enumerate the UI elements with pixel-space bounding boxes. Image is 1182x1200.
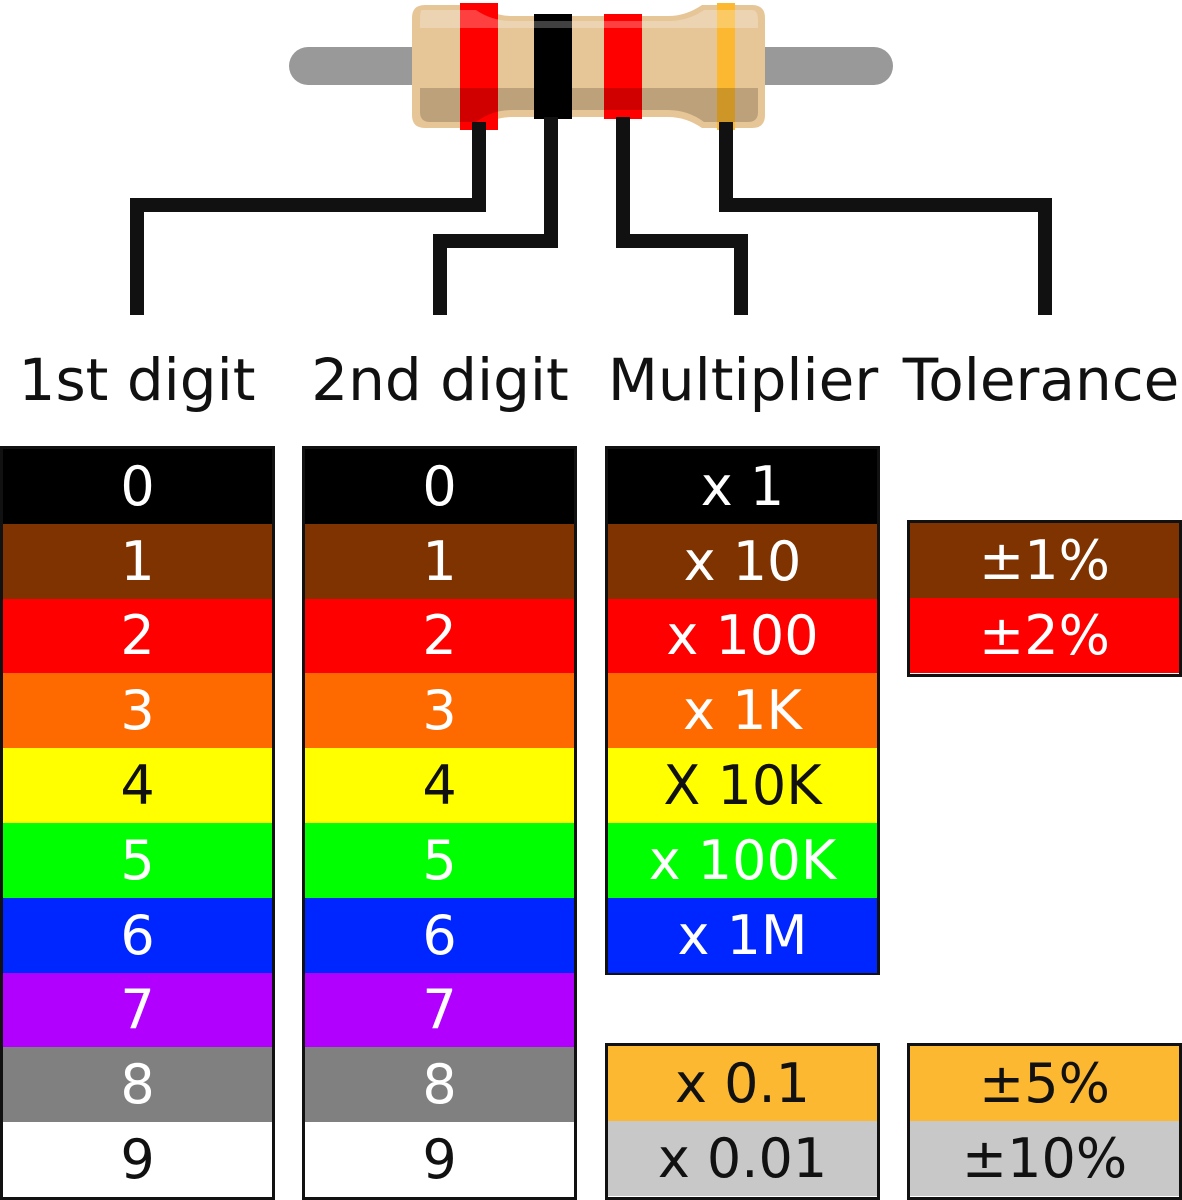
band-label: 8	[120, 1053, 155, 1117]
band-label: 3	[120, 679, 155, 743]
band-brown: 1	[3, 523, 272, 599]
leader-line-tolerance	[719, 122, 1052, 315]
band-silver: x 0.01	[608, 1120, 877, 1196]
multiplier-column: x 1 x 10 x 100 x 1K X 10K x 100K x 1M	[605, 446, 880, 975]
band-brown: x 10	[608, 523, 877, 599]
band-orange: 3	[305, 673, 574, 749]
band-label: ±2%	[979, 603, 1110, 667]
band-label: 7	[120, 978, 155, 1042]
band-label: 2	[422, 604, 457, 668]
band-violet: 7	[305, 972, 574, 1048]
band-blue: 6	[3, 897, 272, 973]
band-label: 5	[422, 828, 457, 892]
tolerance-top-column: ±1% ±2%	[907, 520, 1182, 677]
resistor-band-3	[604, 14, 642, 119]
band-red: 2	[3, 598, 272, 674]
multiplier-fractional-column: x 0.1 x 0.01	[605, 1043, 880, 1200]
band-brown: ±1%	[910, 523, 1179, 598]
band-label: 1	[422, 529, 457, 593]
band-label: x 0.01	[657, 1126, 828, 1190]
band-label: 5	[120, 828, 155, 892]
leader-line-1st-digit	[130, 122, 486, 315]
band-red: ±2%	[910, 597, 1179, 673]
band-label: x 1M	[677, 903, 808, 967]
band-white: 9	[305, 1122, 574, 1197]
band-orange: x 1K	[608, 673, 877, 749]
header-multiplier: Multiplier	[607, 346, 879, 414]
band-label: ±10%	[961, 1126, 1128, 1190]
band-gold: ±5%	[910, 1046, 1179, 1121]
band-label: x 0.1	[675, 1051, 810, 1115]
band-label: x 1	[700, 454, 785, 518]
band-blue: x 1M	[608, 897, 877, 973]
first-digit-column: 0 1 2 3 4 5 6 7 8 9	[0, 446, 275, 1200]
band-silver: ±10%	[910, 1120, 1179, 1196]
resistor-body	[412, 5, 765, 128]
leader-line-multiplier	[616, 117, 748, 315]
band-label: 7	[422, 978, 457, 1042]
band-yellow: 4	[3, 748, 272, 823]
band-gray: 8	[3, 1047, 272, 1123]
resistor-shadow	[420, 88, 758, 122]
band-label: 0	[120, 454, 155, 518]
band-label: 8	[422, 1053, 457, 1117]
tolerance-bottom-column: ±5% ±10%	[907, 1043, 1182, 1200]
band-white: 9	[3, 1122, 272, 1197]
resistor-band-1	[460, 3, 498, 130]
band-yellow: X 10K	[608, 748, 877, 823]
band-green: 5	[305, 822, 574, 898]
band-green: x 100K	[608, 822, 877, 898]
band-label: 6	[422, 903, 457, 967]
band-blue: 6	[305, 897, 574, 973]
band-black: 0	[3, 449, 272, 524]
band-label: X 10K	[663, 754, 822, 818]
band-label: 6	[120, 903, 155, 967]
band-label: 4	[422, 754, 457, 818]
band-red: 2	[305, 598, 574, 674]
band-green: 5	[3, 822, 272, 898]
band-orange: 3	[3, 673, 272, 749]
header-1st-digit: 1st digit	[18, 346, 256, 414]
resistor-illustration	[130, 3, 1052, 315]
header-2nd-digit: 2nd digit	[311, 346, 569, 414]
resistor-band-4	[717, 3, 735, 130]
band-label: x 100	[666, 604, 819, 668]
header-tolerance: Tolerance	[902, 346, 1180, 414]
second-digit-column: 0 1 2 3 4 5 6 7 8 9	[302, 446, 577, 1200]
band-black: 0	[305, 449, 574, 524]
band-label: ±5%	[979, 1051, 1110, 1115]
band-label: 9	[120, 1128, 155, 1192]
band-yellow: 4	[305, 748, 574, 823]
band-violet: 7	[3, 972, 272, 1048]
band-label: x 10	[683, 529, 802, 593]
resistor-highlight	[420, 10, 758, 28]
band-black: x 1	[608, 449, 877, 524]
band-label: ±1%	[979, 528, 1110, 592]
band-label: 4	[120, 754, 155, 818]
band-label: x 100K	[648, 828, 837, 892]
band-label: 1	[120, 529, 155, 593]
resistor-band-2	[534, 14, 572, 119]
band-label: x 1K	[683, 679, 802, 743]
band-label: 9	[422, 1128, 457, 1192]
leader-line-2nd-digit	[433, 117, 558, 315]
band-gold: x 0.1	[608, 1046, 877, 1121]
band-brown: 1	[305, 523, 574, 599]
band-red: x 100	[608, 598, 877, 674]
band-label: 2	[120, 604, 155, 668]
band-label: 0	[422, 454, 457, 518]
band-gray: 8	[305, 1047, 574, 1123]
band-label: 3	[422, 679, 457, 743]
